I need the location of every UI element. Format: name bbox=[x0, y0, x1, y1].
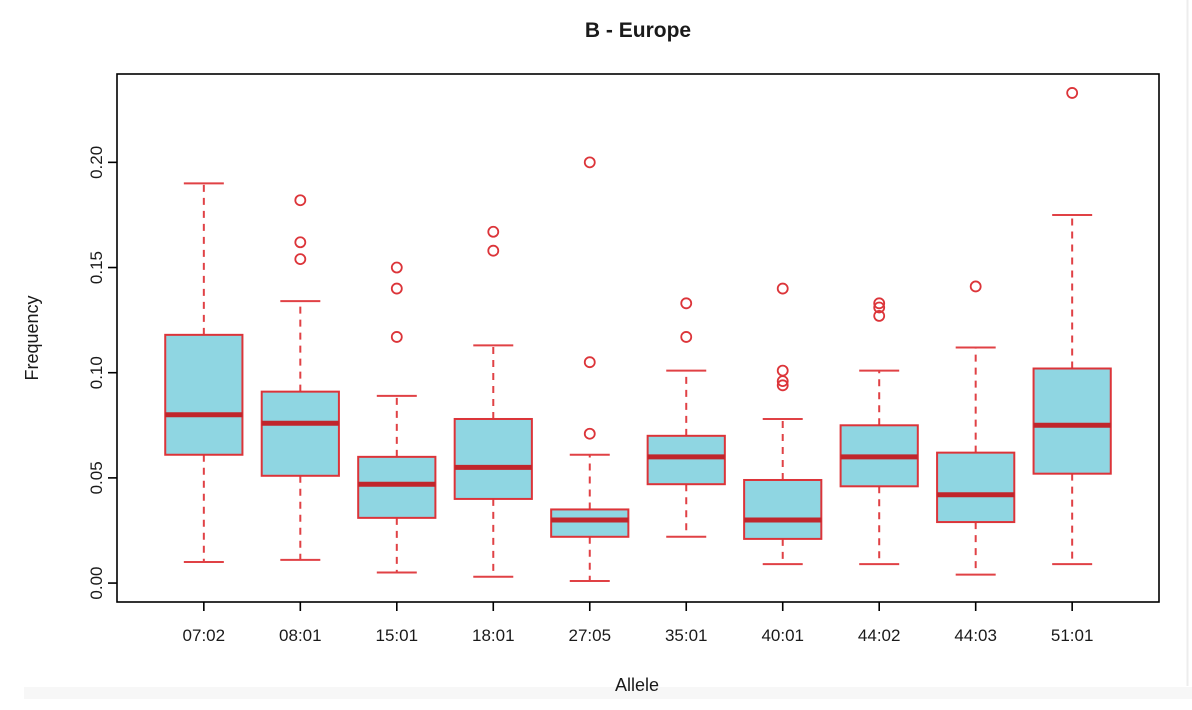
boxplot-group bbox=[357, 261, 437, 574]
outlier-point bbox=[680, 297, 693, 310]
outlier-point bbox=[583, 356, 596, 369]
y-tick-label: 0.05 bbox=[87, 461, 106, 494]
x-axis-label: Allele bbox=[615, 675, 659, 695]
x-tick-label: 51:01 bbox=[1051, 626, 1094, 645]
outlier-point bbox=[487, 225, 500, 238]
x-tick-label: 18:01 bbox=[472, 626, 515, 645]
boxplot-series bbox=[164, 87, 1112, 582]
chart-title: B - Europe bbox=[585, 19, 691, 42]
x-tick-label: 44:02 bbox=[858, 626, 901, 645]
outlier-point bbox=[873, 301, 886, 314]
plot-frame bbox=[116, 73, 1160, 603]
outlier-point bbox=[680, 331, 693, 343]
boxplot-group bbox=[936, 280, 1016, 576]
x-axis: 07:02 08:01 15:01 18:01 27:05 35:01 40:01 44:02… bbox=[183, 602, 1094, 645]
outlier-point bbox=[390, 331, 403, 343]
outlier-point bbox=[390, 282, 403, 295]
x-tick-label: 08:01 bbox=[279, 626, 322, 645]
outlier-point bbox=[583, 156, 596, 169]
y-tick-label: 0.20 bbox=[87, 146, 106, 179]
boxplot-group bbox=[550, 156, 630, 582]
x-tick-label: 07:02 bbox=[183, 626, 226, 645]
box-rect bbox=[1032, 367, 1112, 475]
outlier-point bbox=[294, 236, 307, 249]
box-rect bbox=[260, 390, 340, 477]
y-axis-label: Frequency bbox=[22, 295, 42, 380]
outlier-point bbox=[1066, 87, 1079, 99]
outlier-point bbox=[776, 282, 789, 295]
boxplot-group bbox=[743, 282, 823, 566]
x-tick-label: 27:05 bbox=[568, 626, 611, 645]
outlier-point bbox=[776, 364, 789, 377]
boxplot-group bbox=[164, 182, 244, 564]
box-rect bbox=[646, 434, 726, 486]
outlier-point bbox=[294, 253, 307, 266]
y-tick-label: 0.15 bbox=[87, 251, 106, 284]
boxplot-group bbox=[453, 225, 533, 578]
box-rect bbox=[743, 478, 823, 540]
outlier-point bbox=[776, 375, 789, 388]
x-tick-label: 35:01 bbox=[665, 626, 708, 645]
outlier-point bbox=[294, 194, 307, 207]
x-tick-label: 15:01 bbox=[376, 626, 419, 645]
outlier-point bbox=[873, 310, 886, 322]
bottom-edge-strip bbox=[24, 687, 1192, 699]
box-rect bbox=[164, 333, 244, 456]
boxplot-group bbox=[260, 194, 340, 561]
outlier-point bbox=[776, 379, 789, 392]
y-tick-label: 0.00 bbox=[87, 567, 106, 600]
boxplot-group bbox=[646, 297, 726, 538]
outlier-point bbox=[583, 427, 596, 440]
boxplot-group bbox=[839, 297, 919, 566]
outlier-point bbox=[390, 261, 403, 274]
box-rect bbox=[936, 451, 1016, 524]
outlier-point bbox=[873, 297, 886, 310]
x-tick-label: 44:03 bbox=[954, 626, 997, 645]
outlier-point bbox=[487, 244, 500, 257]
box-rect bbox=[357, 455, 437, 519]
outlier-point bbox=[969, 280, 982, 293]
x-tick-label: 40:01 bbox=[761, 626, 804, 645]
boxplot-group bbox=[1032, 87, 1112, 566]
y-tick-label: 0.10 bbox=[87, 356, 106, 389]
box-rect bbox=[453, 417, 533, 500]
y-axis: 0.00 0.05 0.10 0.15 0.20 bbox=[87, 146, 117, 600]
box-rect bbox=[550, 508, 630, 538]
